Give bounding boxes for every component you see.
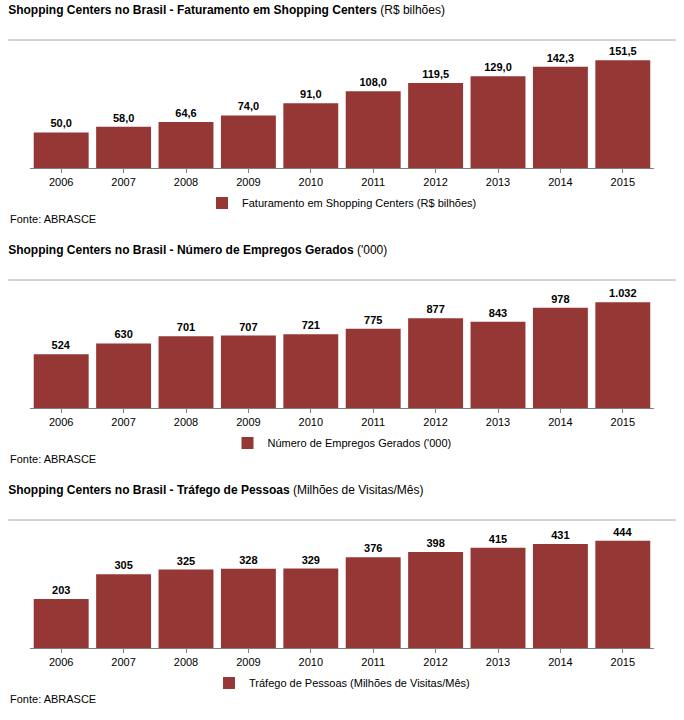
svg-text:2008: 2008 — [174, 656, 198, 668]
svg-text:2010: 2010 — [299, 656, 323, 668]
svg-text:2007: 2007 — [111, 656, 135, 668]
svg-text:2015: 2015 — [611, 176, 635, 188]
svg-text:Número de Empregos Gerados ('0: Número de Empregos Gerados ('000) — [268, 437, 452, 449]
svg-text:2006: 2006 — [49, 416, 73, 428]
svg-text:2011: 2011 — [361, 656, 385, 668]
svg-text:431: 431 — [551, 529, 569, 541]
svg-text:74,0: 74,0 — [238, 100, 259, 112]
svg-text:2009: 2009 — [236, 176, 260, 188]
svg-text:415: 415 — [489, 533, 507, 545]
svg-text:64,6: 64,6 — [175, 107, 196, 119]
svg-text:2008: 2008 — [174, 176, 198, 188]
svg-text:2012: 2012 — [423, 416, 447, 428]
svg-text:328: 328 — [239, 554, 257, 566]
svg-text:2007: 2007 — [111, 416, 135, 428]
svg-text:2009: 2009 — [236, 416, 260, 428]
svg-text:2015: 2015 — [611, 416, 635, 428]
svg-text:2007: 2007 — [111, 176, 135, 188]
svg-text:2014: 2014 — [548, 656, 572, 668]
svg-text:524: 524 — [52, 339, 71, 351]
svg-text:305: 305 — [114, 559, 132, 571]
svg-text:2006: 2006 — [49, 176, 73, 188]
svg-text:2014: 2014 — [548, 176, 572, 188]
svg-text:877: 877 — [426, 303, 444, 315]
svg-text:1.032: 1.032 — [609, 287, 637, 299]
svg-text:50,0: 50,0 — [50, 117, 71, 129]
svg-text:707: 707 — [239, 321, 257, 333]
svg-text:Shopping Centers no Brasil - N: Shopping Centers no Brasil - Número de E… — [8, 243, 387, 257]
svg-text:Fonte: ABRASCE: Fonte: ABRASCE — [10, 213, 96, 225]
svg-text:2013: 2013 — [486, 656, 510, 668]
svg-text:2010: 2010 — [299, 176, 323, 188]
svg-text:978: 978 — [551, 293, 569, 305]
svg-text:Fonte: ABRASCE: Fonte: ABRASCE — [10, 453, 96, 465]
svg-text:2013: 2013 — [486, 176, 510, 188]
svg-text:91,0: 91,0 — [300, 88, 321, 100]
svg-text:2014: 2014 — [548, 416, 572, 428]
svg-text:2012: 2012 — [423, 656, 447, 668]
svg-text:2011: 2011 — [361, 416, 385, 428]
svg-text:843: 843 — [489, 307, 507, 319]
svg-text:151,5: 151,5 — [609, 45, 637, 57]
svg-text:775: 775 — [364, 314, 382, 326]
svg-text:329: 329 — [302, 554, 320, 566]
svg-text:Fonte: ABRASCE: Fonte: ABRASCE — [10, 693, 96, 705]
svg-text:630: 630 — [114, 328, 132, 340]
svg-text:2012: 2012 — [423, 176, 447, 188]
svg-text:2008: 2008 — [174, 416, 198, 428]
svg-text:119,5: 119,5 — [422, 68, 449, 80]
svg-text:325: 325 — [177, 555, 195, 567]
svg-text:Shopping Centers no Brasil - F: Shopping Centers no Brasil - Faturamento… — [8, 3, 445, 17]
svg-text:142,3: 142,3 — [547, 52, 575, 64]
svg-text:2010: 2010 — [299, 416, 323, 428]
svg-text:2006: 2006 — [49, 656, 73, 668]
svg-text:108,0: 108,0 — [359, 76, 387, 88]
svg-text:376: 376 — [364, 542, 382, 554]
svg-text:721: 721 — [302, 319, 320, 331]
svg-text:Shopping Centers no Brasil - T: Shopping Centers no Brasil - Tráfego de … — [8, 483, 423, 497]
svg-text:398: 398 — [426, 537, 444, 549]
svg-text:Tráfego de Pessoas (Milhões de: Tráfego de Pessoas (Milhões de Visitas/M… — [249, 677, 470, 689]
svg-text:701: 701 — [177, 321, 195, 333]
svg-text:Faturamento em Shopping Center: Faturamento em Shopping Centers (R$ bilh… — [242, 197, 476, 209]
svg-text:129,0: 129,0 — [484, 61, 512, 73]
svg-text:58,0: 58,0 — [113, 112, 134, 124]
svg-text:2013: 2013 — [486, 416, 510, 428]
svg-text:444: 444 — [613, 526, 632, 538]
svg-text:203: 203 — [52, 584, 70, 596]
svg-text:2009: 2009 — [236, 656, 260, 668]
svg-text:2015: 2015 — [611, 656, 635, 668]
svg-text:2011: 2011 — [361, 176, 385, 188]
